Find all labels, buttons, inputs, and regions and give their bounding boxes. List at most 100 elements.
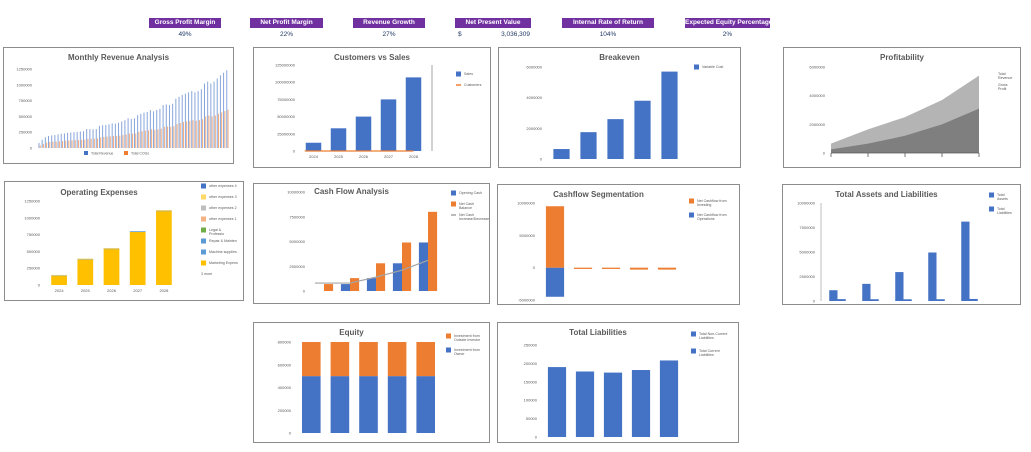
legend-label-line: Owner <box>454 352 465 356</box>
legend-label: Total Revenue <box>91 152 113 156</box>
kpi-npv-label: Net Present Value <box>455 18 531 28</box>
profitability-chart[interactable]: Profitability 0 2000000 4000000 6000000 Tota… <box>783 47 1021 168</box>
monthly-revenue-chart[interactable]: Monthly Revenue Analysis 0 250000 500000 75… <box>3 47 234 164</box>
bar <box>324 284 334 291</box>
bar <box>143 112 145 148</box>
chart-title: Equity <box>339 328 364 337</box>
legend-label-line: Revenue <box>998 76 1012 80</box>
y-tick-label: 7500000 <box>799 225 815 230</box>
y-tick-label: 25000000 <box>277 131 296 136</box>
chart-canvas: 0 2000000 4000000 6000000 Variable Cost <box>526 64 723 162</box>
bar <box>330 128 347 151</box>
cashflow-segmentation-chart[interactable]: Cashflow Segmentation -5000000 0 5000000 10… <box>497 184 740 305</box>
bar <box>603 372 623 437</box>
legend-swatch <box>689 198 694 204</box>
bar <box>198 120 200 148</box>
bar <box>575 371 595 437</box>
legend-label: Legal & Professio <box>209 228 224 236</box>
cash-flow-analysis-chart[interactable]: Cash Flow Analysis 0 2500000 5000000 750000… <box>253 183 490 304</box>
bar <box>928 252 937 301</box>
legend-swatch <box>446 347 451 353</box>
bar <box>208 115 210 148</box>
bar <box>130 118 132 148</box>
bar <box>428 211 438 291</box>
legend-swatch <box>989 192 994 198</box>
y-tick-label: 5000000 <box>519 233 535 238</box>
legend-label-line: Investment from <box>454 334 480 338</box>
legend-label-line: Balance <box>459 206 472 210</box>
legend-swatch <box>989 206 994 212</box>
y-tick-label: 400000 <box>278 385 292 390</box>
bar <box>39 145 41 148</box>
kpi-net-profit-margin-value: 22% <box>279 31 293 38</box>
bar <box>55 141 57 148</box>
chart-canvas: -5000000 0 5000000 10000000 Net Cashflow fro… <box>517 198 727 303</box>
breakeven-chart[interactable]: Breakeven 0 2000000 4000000 6000000 Variable… <box>498 47 741 168</box>
total-liabilities-chart[interactable]: Total Liabilities 0 50000 100000 150000 2000… <box>497 322 739 443</box>
bar <box>380 99 397 151</box>
bar <box>181 94 183 148</box>
bar <box>49 141 51 148</box>
y-tick-label: 250000 <box>27 266 41 271</box>
bar <box>83 131 85 148</box>
legend-swatch <box>201 249 206 255</box>
bar <box>218 113 219 148</box>
bar <box>184 93 186 148</box>
bar <box>54 135 56 148</box>
legend-swatch <box>124 151 128 155</box>
bar <box>221 112 223 148</box>
legend-label-line: Legal & <box>209 228 222 232</box>
legend-label-line: Liabilities <box>699 353 714 357</box>
legend-label: other expenses 2 <box>209 206 237 210</box>
legend-swatch <box>201 205 206 211</box>
y-tick-label: 10000000 <box>287 190 306 195</box>
y-tick-label: 0 <box>533 265 536 270</box>
bar <box>70 132 72 148</box>
legend-more-link[interactable]: 3 more <box>201 272 212 276</box>
bar <box>305 142 322 151</box>
legend-label-line: Professio <box>209 232 224 236</box>
bar <box>175 98 177 148</box>
bar <box>191 91 193 148</box>
legend-label-line: other expenses 3 <box>209 195 237 199</box>
bar <box>204 83 205 148</box>
bar <box>160 128 162 148</box>
customers-vs-sales-chart[interactable]: Customers vs Sales 0 25000000 50000000 7500… <box>253 47 491 168</box>
legend-label-line: Outside Investor <box>454 338 481 342</box>
equity-chart[interactable]: Equity 0 200000 400000 600000 800000 Investme… <box>253 322 490 443</box>
y-tick-label: 50000 <box>526 416 538 421</box>
bar <box>359 376 378 433</box>
bar <box>659 360 679 437</box>
x-tick-label: 2026 <box>359 154 369 159</box>
y-tick-label: 1000000 <box>24 215 40 220</box>
y-tick-label: 6000000 <box>809 65 825 70</box>
operating-expenses-chart[interactable]: Operating Expenses 0 250000 500000 750000 10… <box>4 181 244 301</box>
legend-swatch <box>456 71 461 77</box>
bar <box>79 131 81 148</box>
bar <box>141 131 143 148</box>
x-tick-label: 2027 <box>384 154 394 159</box>
legend-label: Total Non-Current Liabilities <box>699 332 727 340</box>
bar <box>108 124 110 148</box>
legend-label: Total COGs <box>131 152 149 156</box>
bar <box>210 83 212 148</box>
bar <box>102 125 104 148</box>
bar <box>95 129 97 148</box>
total-assets-liabilities-chart[interactable]: Total Assets and Liabilities 0 2500000 500… <box>782 184 1021 305</box>
bar <box>125 134 127 148</box>
bar <box>77 140 79 148</box>
legend-label: Net Cash Balance <box>459 202 474 210</box>
bar <box>176 123 178 148</box>
bar <box>93 138 95 148</box>
bar <box>138 131 140 148</box>
legend-label: Machine supplies <box>209 250 237 254</box>
bar <box>135 133 137 148</box>
legend-label-line: Net Cashflow from <box>697 199 727 203</box>
bar <box>162 105 164 148</box>
bar <box>330 376 350 433</box>
y-tick-label: 250000 <box>524 343 538 348</box>
legend-label: Net Cashflow from Investing <box>697 199 727 207</box>
bar <box>661 71 678 159</box>
legend-label: Total Revenue <box>998 72 1012 80</box>
legend-label: Total Liabilities <box>997 207 1012 215</box>
